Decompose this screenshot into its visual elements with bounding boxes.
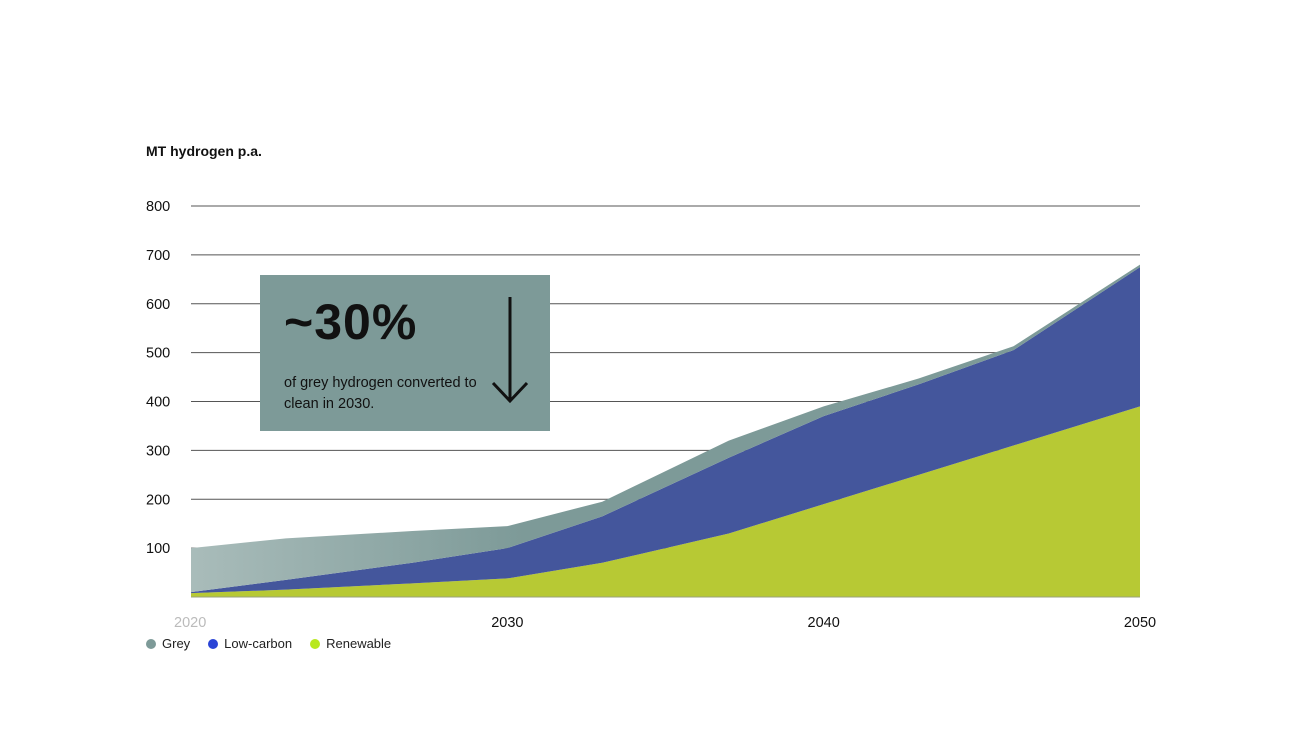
y-tick-label: 500 [146, 346, 170, 362]
legend-swatch-grey [146, 638, 156, 649]
annotation-text: of grey hydrogen converted to clean in 2… [284, 375, 477, 412]
area-renewable [191, 406, 1140, 597]
legend-swatch-renewable [310, 638, 321, 649]
legend-label-renewable: Renewable [326, 636, 392, 651]
x-tick-label: 2020 [174, 615, 206, 631]
annotation-value: ~30% [284, 294, 418, 350]
legend-item-low-carbon: Low-carbon [208, 636, 292, 651]
y-tick-label: 800 [146, 199, 170, 215]
legend: Grey Low-carbon Renewable [146, 636, 391, 651]
x-tick-label: 2040 [808, 615, 840, 631]
legend-item-renewable: Renewable [310, 636, 391, 651]
y-tick-label: 400 [146, 395, 170, 411]
arrow-down-icon [491, 297, 529, 404]
y-tick-label: 100 [146, 541, 170, 557]
legend-label-low-carbon: Low-carbon [224, 636, 293, 651]
x-tick-label: 2050 [1124, 615, 1156, 631]
area-low-carbon [191, 267, 1140, 594]
legend-item-grey: Grey [146, 636, 190, 651]
y-tick-labels: 100 200 300 400 500 600 700 800 [146, 199, 170, 557]
y-tick-label: 300 [146, 443, 170, 459]
area-series [191, 264, 1140, 598]
legend-label-grey: Grey [162, 636, 191, 651]
x-tick-label: 2030 [491, 615, 523, 631]
y-axis-label: MT hydrogen p.a. [146, 143, 262, 159]
x-tick-labels: 2020 2030 2040 2050 [174, 615, 1156, 631]
y-tick-label: 700 [146, 248, 170, 264]
annotation-box: ~30% of grey hydrogen converted to clean… [260, 275, 550, 431]
legend-swatch-low-carbon [208, 638, 219, 649]
y-tick-label: 600 [146, 297, 170, 313]
area-grey [191, 264, 1140, 593]
y-tick-label: 200 [146, 492, 170, 508]
